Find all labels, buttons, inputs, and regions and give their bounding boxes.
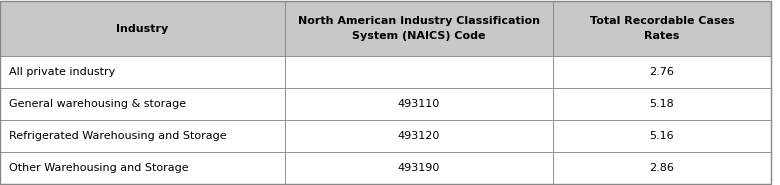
Bar	[0, 56, 285, 88]
Bar	[285, 88, 553, 120]
Bar	[0, 88, 285, 120]
Bar	[285, 56, 553, 88]
Text: Industry: Industry	[116, 23, 168, 33]
Text: Total Recordable Cases
Rates: Total Recordable Cases Rates	[590, 16, 735, 41]
Text: 493120: 493120	[398, 131, 440, 141]
Text: 493190: 493190	[398, 163, 440, 173]
Bar	[285, 152, 553, 184]
Text: North American Industry Classification
System (NAICS) Code: North American Industry Classification S…	[298, 16, 540, 41]
Text: Other Warehousing and Storage: Other Warehousing and Storage	[9, 163, 189, 173]
Bar	[553, 56, 771, 88]
Bar	[0, 120, 285, 152]
Bar	[285, 1, 553, 56]
Bar	[0, 152, 285, 184]
Bar	[553, 120, 771, 152]
Bar	[553, 152, 771, 184]
Text: Refrigerated Warehousing and Storage: Refrigerated Warehousing and Storage	[9, 131, 227, 141]
Text: 493110: 493110	[398, 99, 440, 109]
Bar	[285, 120, 553, 152]
Text: General warehousing & storage: General warehousing & storage	[9, 99, 186, 109]
Text: 2.76: 2.76	[650, 67, 675, 77]
Text: 5.16: 5.16	[650, 131, 675, 141]
Text: All private industry: All private industry	[9, 67, 115, 77]
Bar	[0, 1, 285, 56]
Bar	[553, 88, 771, 120]
Bar	[553, 1, 771, 56]
Text: 2.86: 2.86	[650, 163, 675, 173]
Text: 5.18: 5.18	[650, 99, 675, 109]
